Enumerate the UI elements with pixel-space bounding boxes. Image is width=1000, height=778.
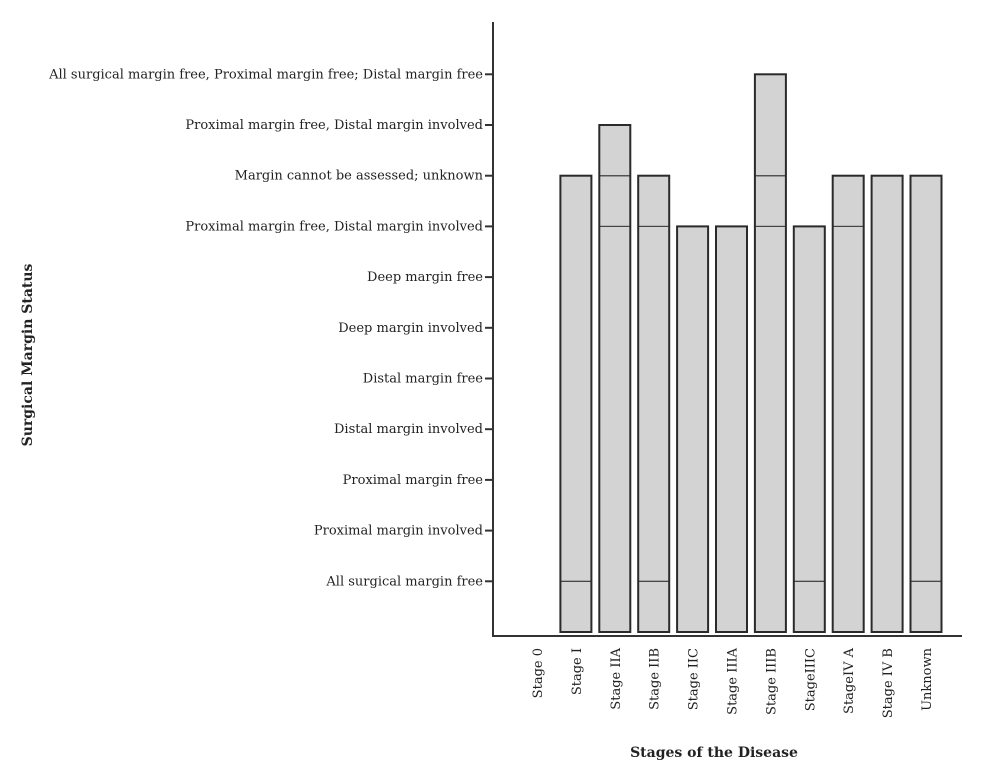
bar-outline [637,174,671,633]
bar-segment [598,124,631,177]
y-tick-label: Proximal margin free, Distal margin invo… [185,219,483,234]
bar-segment [637,580,670,633]
bar-segment [715,225,748,633]
y-tick-label: Proximal margin involved [314,524,483,539]
bar-segment [598,225,631,633]
x-tick-label: Stage IIIA [726,647,741,714]
bar-outline [676,225,710,633]
bar-segment [559,175,593,582]
bar-outline [715,225,748,633]
y-axis-ticks: All surgical margin free Proximal margin … [48,67,493,589]
bar-segment [754,225,787,633]
x-tick-label: Unknown [920,647,935,711]
y-tick-label: Deep margin involved [338,321,483,336]
bar-segment [909,580,943,633]
bar-outline [831,174,865,633]
x-tick-label: Stage IV B [881,648,896,718]
bar-outline [909,174,943,633]
bar-outline [792,225,826,633]
bar-outline [598,124,632,633]
y-tick-label: Proximal margin free, Distal margin invo… [185,118,483,133]
bar-segment [832,175,865,227]
x-axis-ticks: Stage 0 Stage I Stage IIA Stage IIB Stage II… [531,647,935,718]
x-tick-label: StageIV A [842,647,857,714]
bar-segment [637,225,670,582]
x-tick-label: Stage IIIB [764,648,779,715]
bar-outline [870,174,904,633]
bar-segment [754,73,787,177]
x-tick-label: Stage 0 [531,648,546,698]
bar-segment [793,225,826,582]
bar-segment [832,225,865,633]
y-axis-title: Surgical Margin Status [20,263,36,446]
y-tick-label: Deep margin free [367,270,483,285]
bar-segment [754,175,787,227]
bar-segment [637,175,670,227]
y-tick-label: Proximal margin free [343,473,484,488]
bar-segment [870,175,904,633]
y-tick-label: Distal margin involved [334,422,483,437]
x-tick-label: Stage I [570,648,585,695]
x-tick-label: Stage IIB [648,648,663,710]
bar-segment [598,175,631,227]
bar-segment [559,580,593,633]
x-tick-label: StageIIIC [803,648,818,711]
x-tick-label: Stage IIA [609,647,624,709]
bar-outline [753,73,787,634]
y-tick-label: All surgical margin free [325,574,483,589]
x-tick-label: Stage IIC [687,648,702,710]
bar-outline [559,174,593,633]
y-tick-label: Margin cannot be assessed; unknown [235,169,484,184]
bar-segment [793,580,826,633]
y-tick-label: All surgical margin free, Proximal margi… [48,67,483,82]
y-tick-label: Distal margin free [363,372,484,387]
bar-segment [909,175,943,582]
bar-segment [676,225,709,633]
x-axis-title: Stages of the Disease [630,745,798,761]
bars-layer [559,73,943,634]
